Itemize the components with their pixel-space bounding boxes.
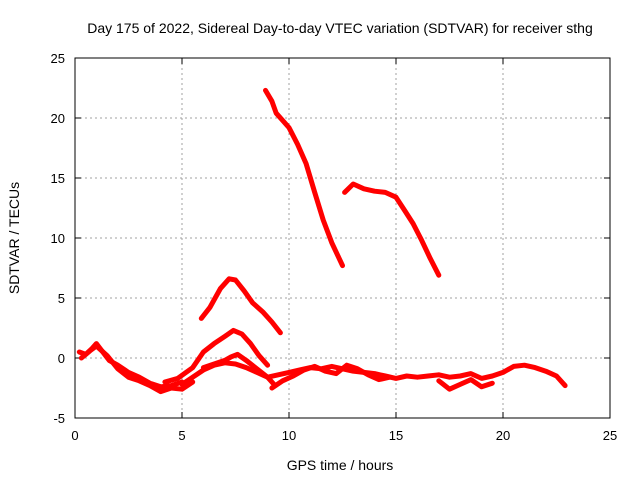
y-tick-label: 10 <box>51 231 65 246</box>
x-tick-label: 25 <box>603 428 617 443</box>
y-axis-label: SDTVAR / TECUs <box>6 182 22 294</box>
series-line-arc-8 <box>198 276 283 336</box>
grid <box>75 58 610 418</box>
series-line-arc-9 <box>263 87 345 269</box>
series-line-arc-2 <box>78 343 196 395</box>
x-tick-label: 10 <box>282 428 296 443</box>
series-line-arc-6 <box>269 362 393 391</box>
series-line-arc-10 <box>342 181 442 278</box>
y-tick-label: 20 <box>51 111 65 126</box>
x-axis-label: GPS time / hours <box>287 457 394 473</box>
y-tick-label: -5 <box>53 411 65 426</box>
series-line-arc-5 <box>200 351 277 387</box>
x-tick-label: 15 <box>389 428 403 443</box>
x-tick-label: 20 <box>496 428 510 443</box>
chart-title: Day 175 of 2022, Sidereal Day-to-day VTE… <box>87 20 593 36</box>
y-tick-label: 5 <box>58 291 65 306</box>
x-tick-label: 0 <box>71 428 78 443</box>
series-line-arc-7 <box>436 377 495 392</box>
y-tick-label: 15 <box>51 171 65 186</box>
series-line-arc-4 <box>179 360 568 389</box>
series-group <box>76 87 568 395</box>
axis-ticks: 0 5 10 15 20 25 -5 0 5 10 15 20 25 <box>51 51 618 443</box>
series-line-arc-3 <box>162 327 271 385</box>
y-tick-label: 25 <box>51 51 65 66</box>
y-tick-label: 0 <box>58 351 65 366</box>
x-tick-label: 5 <box>178 428 185 443</box>
